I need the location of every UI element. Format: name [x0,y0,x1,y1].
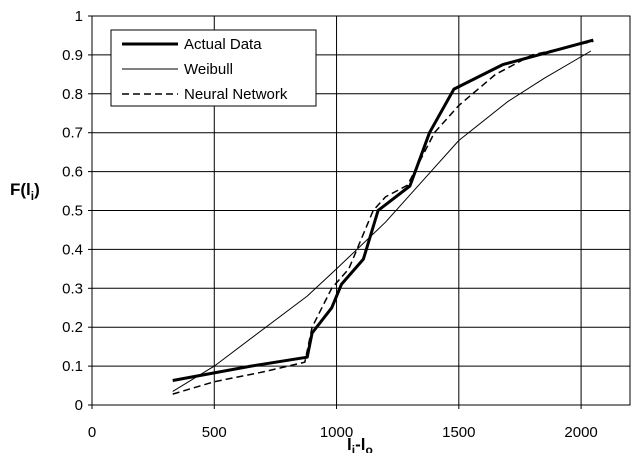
x-tick-label: 2000 [564,424,597,441]
series-line-actual-data [172,38,594,382]
y-tick-label: 0.7 [62,125,83,142]
y-tick-label: 0.5 [62,203,83,220]
series-line-weibull [172,50,592,392]
legend-label-neural-network: Neural Network [184,86,288,103]
x-tick-label: 500 [202,424,227,441]
y-tick-label: 0.3 [62,280,83,297]
y-tick-label: 0.6 [62,164,83,181]
y-tick-label: 1 [75,8,83,25]
legend: Actual Data Weibull Neural Network [110,29,317,107]
x-tick-label: 0 [88,424,96,441]
x-axis-title: li-lo [347,435,373,453]
y-tick-label: 0.9 [62,47,83,64]
y-tick-label: 0 [75,397,83,414]
x-tick-label: 1000 [320,424,353,441]
y-tick-label: 0.1 [62,358,83,375]
series-layer [172,38,594,395]
legend-label-actual-data: Actual Data [184,36,262,53]
tick-layer: 0 0.1 0.2 0.3 0.4 0.5 0.6 0.7 0.8 0.9 1 0 500 1000 150… [62,8,598,441]
y-axis-title: F(li) [10,180,40,203]
y-tick-label: 0.2 [62,319,83,336]
legend-label-weibull: Weibull [184,61,233,78]
series-line-neural-network [172,40,594,395]
y-tick-label: 0.4 [62,241,83,258]
x-tick-label: 1500 [442,424,475,441]
y-tick-label: 0.8 [62,86,83,103]
